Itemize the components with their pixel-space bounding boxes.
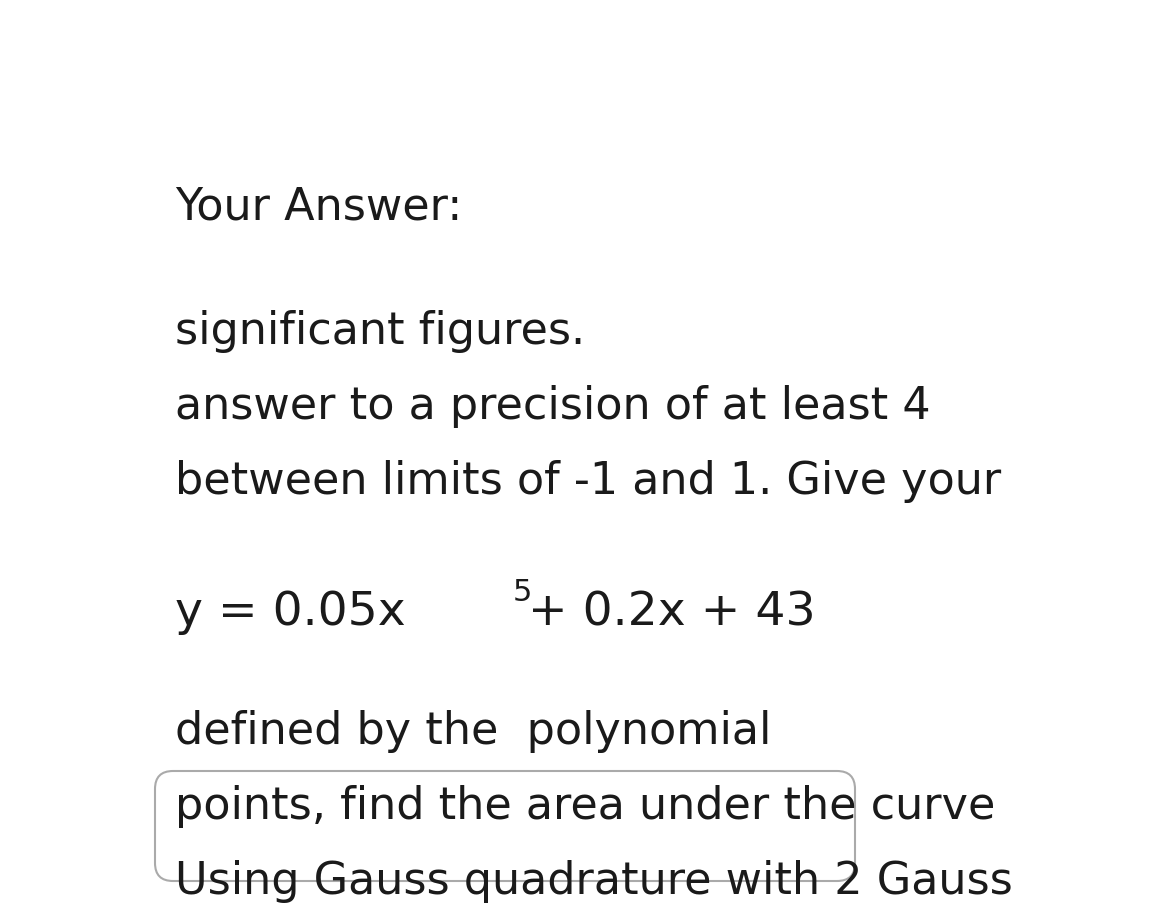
Text: answer to a precision of at least 4: answer to a precision of at least 4 xyxy=(176,385,930,428)
Text: points, find the area under the curve: points, find the area under the curve xyxy=(176,785,996,828)
FancyBboxPatch shape xyxy=(154,771,855,881)
Text: + 0.2x + 43: + 0.2x + 43 xyxy=(512,590,815,635)
Text: defined by the  polynomial: defined by the polynomial xyxy=(176,710,771,753)
Text: Using Gauss quadrature with 2 Gauss: Using Gauss quadrature with 2 Gauss xyxy=(176,860,1013,903)
Text: between limits of -1 and 1. Give your: between limits of -1 and 1. Give your xyxy=(176,460,1002,503)
Text: y = 0.05x: y = 0.05x xyxy=(176,590,406,635)
Text: 5: 5 xyxy=(512,578,532,607)
Text: Your Answer:: Your Answer: xyxy=(176,185,462,228)
Text: significant figures.: significant figures. xyxy=(176,310,585,353)
